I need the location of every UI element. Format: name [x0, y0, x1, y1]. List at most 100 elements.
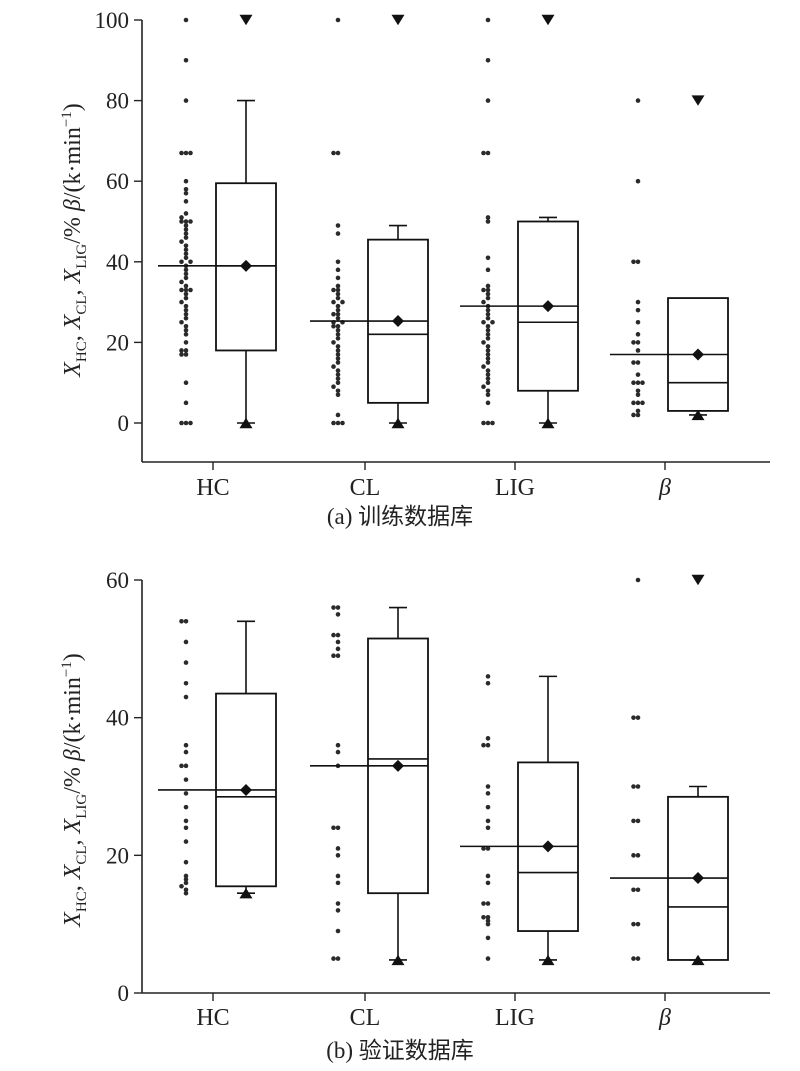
data-point: [335, 368, 341, 373]
data-point: [485, 368, 491, 373]
data-point: [335, 336, 341, 341]
data-point: [481, 299, 486, 305]
data-point: [635, 577, 641, 583]
data-point: [635, 319, 641, 325]
data-point: [631, 340, 636, 345]
data-point: [331, 420, 336, 426]
data-point: [331, 956, 336, 961]
data-point: [485, 791, 491, 796]
data-point: [183, 887, 189, 893]
data-point: [335, 392, 341, 398]
data-point: [335, 901, 341, 906]
x-tick-label: HC: [196, 475, 229, 501]
data-point: [183, 211, 189, 216]
data-point: [183, 98, 189, 103]
data-point: [183, 303, 189, 309]
data-point: [485, 846, 491, 851]
data-point: [485, 348, 491, 353]
data-point: [635, 380, 641, 386]
data-point: [179, 763, 184, 769]
data-point: [335, 412, 341, 418]
data-point: [335, 332, 341, 337]
data-point: [335, 291, 341, 297]
data-point: [183, 420, 189, 426]
data-point: [183, 271, 189, 277]
data-point: [485, 935, 491, 941]
caption-b: (b) 验证数据库: [0, 1031, 800, 1065]
data-point: [331, 299, 336, 305]
data-point: [179, 299, 184, 305]
data-point: [183, 307, 189, 313]
data-point: [635, 299, 641, 305]
data-point: [490, 420, 495, 426]
y-axis-label: XHC, XCL, XLIG/% β/(k·min−1): [59, 103, 90, 378]
data-point: [183, 639, 189, 645]
data-point: [485, 674, 491, 679]
data-point: [631, 400, 636, 406]
data-point: [485, 311, 491, 317]
mean-marker: [392, 315, 404, 328]
data-point: [485, 873, 491, 879]
data-point: [485, 307, 491, 313]
data-point: [631, 715, 636, 720]
data-point: [485, 219, 491, 224]
data-point: [183, 859, 189, 865]
data-point: [188, 150, 193, 156]
data-point: [335, 223, 341, 228]
data-point: [635, 388, 641, 394]
data-point: [335, 328, 341, 333]
data-point: [485, 392, 491, 398]
y-tick-label: 40: [106, 250, 129, 275]
data-point: [635, 853, 641, 858]
data-point: [335, 742, 341, 748]
data-point: [335, 632, 341, 638]
data-point: [183, 777, 189, 782]
y-axis-label: XHC, XCL, XLIG/% β/(k·min−1): [59, 653, 90, 928]
data-point: [631, 784, 636, 789]
data-point: [183, 380, 189, 386]
data-point: [490, 319, 495, 325]
y-tick-label: 0: [118, 981, 130, 1006]
data-point: [485, 420, 491, 426]
data-point: [335, 605, 341, 610]
data-point: [331, 311, 336, 317]
data-point: [481, 914, 486, 920]
data-point: [635, 348, 641, 353]
data-point: [179, 420, 184, 426]
data-point: [183, 295, 189, 301]
data-point: [485, 315, 491, 321]
data-point: [335, 323, 341, 329]
data-point: [183, 58, 189, 63]
data-point: [485, 17, 491, 23]
data-point: [188, 259, 193, 265]
data-point: [485, 332, 491, 337]
data-point: [635, 412, 641, 418]
data-point: [183, 283, 189, 289]
data-point: [485, 150, 491, 156]
data-point: [183, 255, 189, 261]
max-marker: [541, 14, 555, 26]
data-point: [335, 352, 341, 357]
x-tick-label: β: [658, 475, 671, 501]
data-point: [485, 804, 491, 810]
data-point: [635, 887, 641, 893]
x-tick-label: β: [658, 1005, 671, 1031]
data-point: [335, 283, 341, 289]
data-point: [485, 956, 491, 961]
data-point: [183, 243, 189, 248]
data-point: [183, 340, 189, 345]
y-tick-label: 60: [106, 169, 129, 194]
data-point: [631, 818, 636, 824]
max-marker: [391, 14, 405, 26]
data-point: [485, 380, 491, 386]
data-point: [481, 384, 486, 390]
data-point: [631, 921, 636, 927]
data-point: [485, 287, 491, 293]
data-point: [485, 400, 491, 406]
data-point: [485, 388, 491, 394]
data-point: [188, 219, 193, 224]
data-point: [485, 323, 491, 329]
data-point: [183, 227, 189, 232]
data-point: [179, 287, 184, 293]
data-point: [331, 653, 336, 659]
